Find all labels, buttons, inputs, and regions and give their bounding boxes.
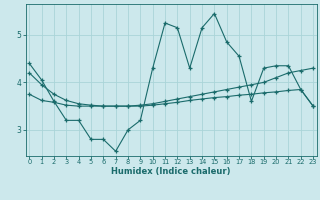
X-axis label: Humidex (Indice chaleur): Humidex (Indice chaleur) <box>111 167 231 176</box>
